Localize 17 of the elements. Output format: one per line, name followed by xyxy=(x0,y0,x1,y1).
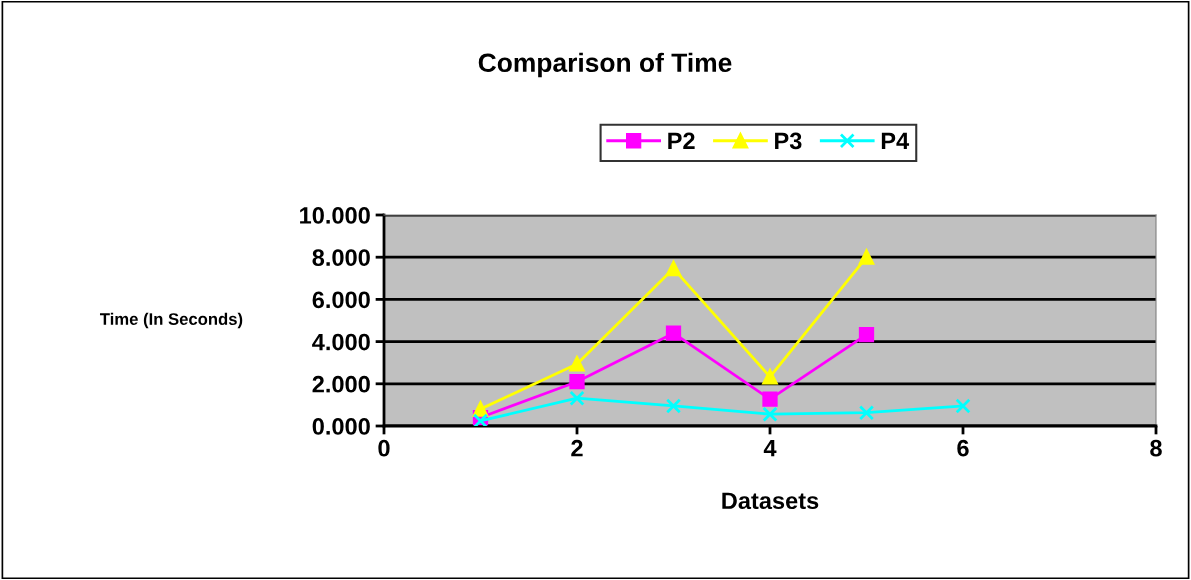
y-tick-label: 0.000 xyxy=(312,418,370,435)
legend-label: P2 xyxy=(668,132,695,150)
chart-title: Comparison of Time xyxy=(478,52,732,78)
legend-label: P3 xyxy=(775,132,802,150)
y-tick-label: 8.000 xyxy=(312,249,370,266)
y-tick-label: 2.000 xyxy=(312,375,370,393)
x-tick-label: 8 xyxy=(1150,439,1162,457)
legend-label: P4 xyxy=(881,132,910,150)
y-tick-label: 10.000 xyxy=(300,207,370,224)
y-tick-label: 6.000 xyxy=(312,291,370,309)
x-tick-label: 0 xyxy=(378,439,390,457)
x-axis-title: Datasets xyxy=(722,492,819,510)
y-axis-title: Time (In Seconds) xyxy=(99,312,243,329)
x-tick-label: 4 xyxy=(763,440,777,457)
y-tick-label: 4.000 xyxy=(312,333,370,351)
x-tick-label: 2 xyxy=(571,439,583,457)
x-tick-label: 6 xyxy=(957,439,969,457)
